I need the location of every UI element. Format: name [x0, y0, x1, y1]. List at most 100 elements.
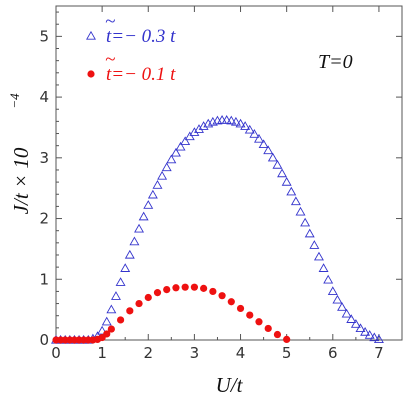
x-tick-label: 4 [236, 344, 246, 362]
data-point [126, 307, 134, 315]
data-point [170, 147, 181, 157]
data-point [143, 200, 154, 209]
legend-marker [87, 70, 95, 78]
data-point [144, 293, 152, 302]
data-point [203, 118, 214, 128]
data-point [134, 223, 145, 233]
x-axis-label: U/t [216, 373, 244, 397]
data-point [110, 291, 121, 300]
x-tick-label: 0 [51, 344, 61, 362]
y-axis-label-exponent: −4 [7, 93, 22, 109]
data-point [346, 314, 357, 323]
data-point [115, 277, 126, 286]
legend-tilde: ~ [105, 11, 115, 32]
series-1 [51, 115, 384, 344]
data-point [240, 121, 251, 130]
data-point [235, 118, 246, 128]
legend-item-2: t=− 0.1 t~ [87, 49, 176, 85]
data-point [230, 116, 241, 126]
data-point [181, 283, 189, 291]
data-point [244, 124, 255, 134]
data-point [226, 115, 237, 125]
data-point [355, 323, 366, 333]
data-point [221, 115, 232, 124]
legend-item-1: t=− 0.3 t~ [86, 11, 176, 47]
data-point [318, 263, 329, 272]
y-tick-label: 3 [39, 149, 49, 167]
data-point [295, 206, 306, 216]
data-point [364, 330, 375, 339]
legend-tilde: ~ [105, 49, 115, 70]
x-tick-label: 5 [282, 344, 292, 362]
legend-label: t=− 0.1 t [106, 64, 176, 85]
data-point [313, 251, 324, 261]
data-point [116, 316, 125, 324]
data-point [337, 302, 348, 311]
data-point [180, 136, 191, 146]
data-point [286, 186, 297, 196]
plot-frame [55, 5, 403, 341]
data-point [332, 294, 343, 304]
data-point [218, 292, 226, 300]
data-point [227, 298, 235, 306]
data-point [194, 124, 204, 133]
data-point [290, 196, 301, 206]
data-point [184, 131, 195, 141]
data-point [236, 304, 245, 313]
legend-marker [86, 30, 96, 40]
data-point [373, 334, 384, 343]
data-point [129, 236, 140, 246]
data-point [264, 324, 272, 333]
data-point [263, 145, 274, 155]
data-point [369, 332, 380, 342]
data-point [101, 316, 112, 326]
data-point [246, 311, 254, 319]
x-tick-label: 3 [190, 344, 200, 362]
data-point [138, 211, 149, 221]
data-point [161, 162, 172, 172]
y-tick-label: 1 [39, 270, 49, 288]
data-point [283, 335, 291, 343]
series-2 [52, 283, 291, 344]
y-axis-label: J/t × 10 [9, 147, 33, 214]
y-tick-label: 5 [39, 27, 49, 45]
data-point [249, 129, 260, 138]
data-point [267, 152, 278, 162]
data-point [309, 240, 320, 249]
data-point [198, 121, 209, 130]
data-point [135, 299, 143, 308]
data-point [153, 289, 162, 297]
data-point [190, 283, 198, 291]
data-point [254, 133, 264, 143]
data-point [327, 286, 338, 296]
data-points [51, 115, 384, 344]
data-point [272, 159, 283, 169]
data-point [147, 189, 158, 199]
data-point [277, 168, 288, 178]
y-tick-label: 2 [39, 210, 49, 228]
data-point [323, 274, 334, 284]
data-point [300, 217, 311, 227]
data-point [209, 287, 217, 296]
data-point [304, 228, 315, 238]
data-point [152, 180, 163, 189]
data-point [360, 326, 371, 336]
data-point [107, 325, 115, 333]
data-point [281, 177, 292, 186]
data-point [341, 308, 352, 318]
data-point [103, 330, 111, 338]
data-point [157, 170, 168, 180]
y-tick-label: 0 [39, 331, 49, 349]
x-tick-label: 7 [374, 344, 384, 362]
annotation-text: T=0 [318, 51, 353, 73]
axis-ticks: 0 1 2 3 4 5 6 7 0 1 2 3 4 5 [39, 6, 402, 362]
data-point [106, 304, 117, 314]
data-point [200, 284, 208, 292]
y-tick-label: 4 [39, 88, 49, 106]
legend-label: t=− 0.3 t [106, 26, 176, 47]
data-point [172, 284, 180, 292]
data-point [273, 330, 282, 339]
x-tick-label: 6 [328, 344, 338, 362]
data-point [255, 318, 263, 326]
